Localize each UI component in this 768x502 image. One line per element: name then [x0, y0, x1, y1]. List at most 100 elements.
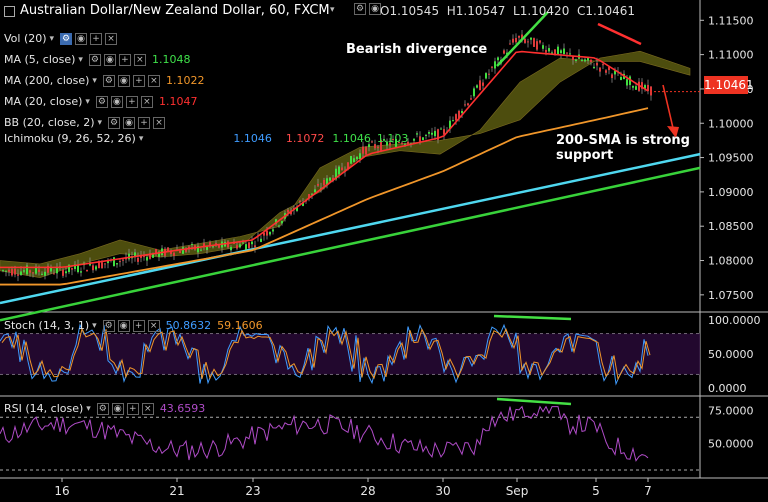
visibility-icon[interactable]: ◉ [103, 53, 116, 66]
candle-body [308, 194, 310, 199]
indicator-legend-row[interactable]: MA (5, close) ▾ ⚙ ◉ + × 1.1048 [4, 53, 190, 66]
candle-body [5, 270, 7, 272]
close-icon[interactable]: × [140, 95, 153, 108]
visibility-icon[interactable]: ◉ [117, 319, 130, 332]
price-tick-label: 1.07500 [708, 289, 754, 302]
visibility-icon[interactable]: ◉ [111, 402, 124, 415]
candle-body [32, 272, 34, 274]
candle-body [101, 262, 103, 269]
close-icon[interactable]: × [105, 32, 118, 45]
time-tick-label: 7 [644, 484, 652, 498]
candle-body [371, 141, 373, 143]
ichimoku-value-1: 1.1046 [233, 132, 272, 145]
candle-body [512, 38, 514, 43]
symbol-title[interactable]: Australian Dollar/New Zealand Dollar, 60… [20, 3, 330, 18]
candle-body [74, 264, 76, 269]
add-icon[interactable]: + [118, 53, 131, 66]
visibility-icon[interactable]: ◉ [369, 3, 381, 15]
indicator-value: 1.1047 [158, 95, 198, 108]
settings-icon[interactable]: ⚙ [102, 74, 115, 87]
visibility-icon[interactable]: ◉ [75, 32, 88, 45]
candle-body [506, 52, 508, 55]
candle-body [404, 144, 406, 146]
candle-body [515, 38, 517, 43]
close-icon[interactable]: × [147, 319, 160, 332]
candle-body [230, 246, 232, 251]
close-icon[interactable]: × [141, 402, 154, 415]
chevron-down-icon[interactable]: ▾ [97, 117, 103, 128]
candle-body [425, 134, 427, 136]
visibility-icon[interactable]: ◉ [123, 116, 136, 129]
candle-body [437, 129, 439, 140]
indicator-legend-row[interactable]: BB (20, close, 2) ▾ ⚙ ◉ + × [4, 116, 171, 129]
candle-body [557, 46, 559, 55]
candle-body [356, 156, 358, 160]
chevron-down-icon[interactable]: ▾ [78, 54, 83, 65]
sma-support-note: 200-SMA is strong support [556, 133, 690, 163]
indicator-legend-row[interactable]: MA (200, close) ▾ ⚙ ◉ + × 1.1022 [4, 74, 204, 87]
candle-body [215, 243, 217, 245]
candle-body [626, 79, 628, 86]
indicator-legend-row[interactable]: Vol (20) ▾ ⚙ ◉ + × [4, 32, 123, 45]
indicator-legend-row[interactable]: MA (20, close) ▾ ⚙ ◉ + × 1.1047 [4, 95, 197, 108]
settings-icon[interactable]: ⚙ [354, 3, 366, 15]
candle-body [530, 37, 532, 40]
time-tick-label: 21 [169, 484, 184, 498]
chevron-down-icon[interactable]: ▾ [92, 320, 97, 331]
add-icon[interactable]: + [125, 95, 138, 108]
candle-body [350, 156, 352, 164]
projection-arrow-head [667, 126, 679, 138]
candle-body [359, 153, 361, 160]
visibility-icon[interactable]: ◉ [110, 95, 123, 108]
chevron-down-icon[interactable]: ▾ [92, 75, 97, 86]
rsi-legend[interactable]: RSI (14, close) ▾ ⚙ ◉ + × 43.6593 [4, 402, 205, 415]
close-icon[interactable]: × [133, 53, 146, 66]
candle-body [455, 114, 457, 121]
chevron-down-icon[interactable]: ▾ [86, 403, 91, 414]
chevron-down-icon[interactable]: ▾ [330, 5, 335, 15]
price-divergence-line [496, 11, 549, 67]
close-icon[interactable]: × [153, 116, 166, 129]
close-icon[interactable]: × [147, 74, 160, 87]
settings-icon[interactable]: ⚙ [60, 32, 73, 45]
rsi-tick-label: 50.0000 [708, 438, 754, 451]
ichimoku-legend[interactable]: Ichimoku (9, 26, 52, 26) ▾ 1.1046 1.1072… [4, 132, 408, 145]
candle-body [56, 267, 58, 274]
open-value: 1.10545 [389, 4, 440, 18]
candle-body [8, 269, 10, 272]
candle-body [86, 269, 88, 272]
stoch-divergence-line [493, 314, 572, 321]
stoch-legend[interactable]: Stoch (14, 3, 1) ▾ ⚙ ◉ + × 50.8632 59.16… [4, 319, 263, 332]
settings-icon[interactable]: ⚙ [102, 319, 115, 332]
chevron-down-icon[interactable]: ▾ [85, 96, 90, 107]
add-icon[interactable]: + [138, 116, 151, 129]
collapse-icon[interactable] [4, 6, 15, 17]
candle-body [182, 247, 184, 254]
candle-body [113, 257, 115, 267]
candle-body [563, 48, 565, 55]
add-icon[interactable]: + [132, 74, 145, 87]
candle-body [197, 245, 199, 253]
add-icon[interactable]: + [132, 319, 145, 332]
stoch-d-line [1, 327, 651, 381]
chevron-down-icon[interactable]: ▾ [138, 133, 144, 144]
add-icon[interactable]: + [126, 402, 139, 415]
chevron-down-icon[interactable]: ▾ [49, 33, 55, 44]
settings-icon[interactable]: ⚙ [95, 95, 108, 108]
candle-body [314, 189, 316, 193]
rsi-label: RSI (14, close) [4, 402, 84, 415]
candle-body [128, 253, 130, 260]
add-icon[interactable]: + [90, 32, 103, 45]
ichimoku-value-2: 1.1072 [285, 132, 325, 145]
candle-body [596, 62, 598, 66]
candle-body [281, 221, 283, 224]
time-tick-label: 28 [360, 484, 375, 498]
visibility-icon[interactable]: ◉ [117, 74, 130, 87]
settings-icon[interactable]: ⚙ [88, 53, 101, 66]
candle-body [341, 167, 343, 171]
candle-body [179, 251, 181, 253]
price-downtrend-line [597, 22, 642, 46]
settings-icon[interactable]: ⚙ [108, 116, 121, 129]
ichimoku-value-3: 1.1046 [332, 132, 371, 145]
settings-icon[interactable]: ⚙ [96, 402, 109, 415]
